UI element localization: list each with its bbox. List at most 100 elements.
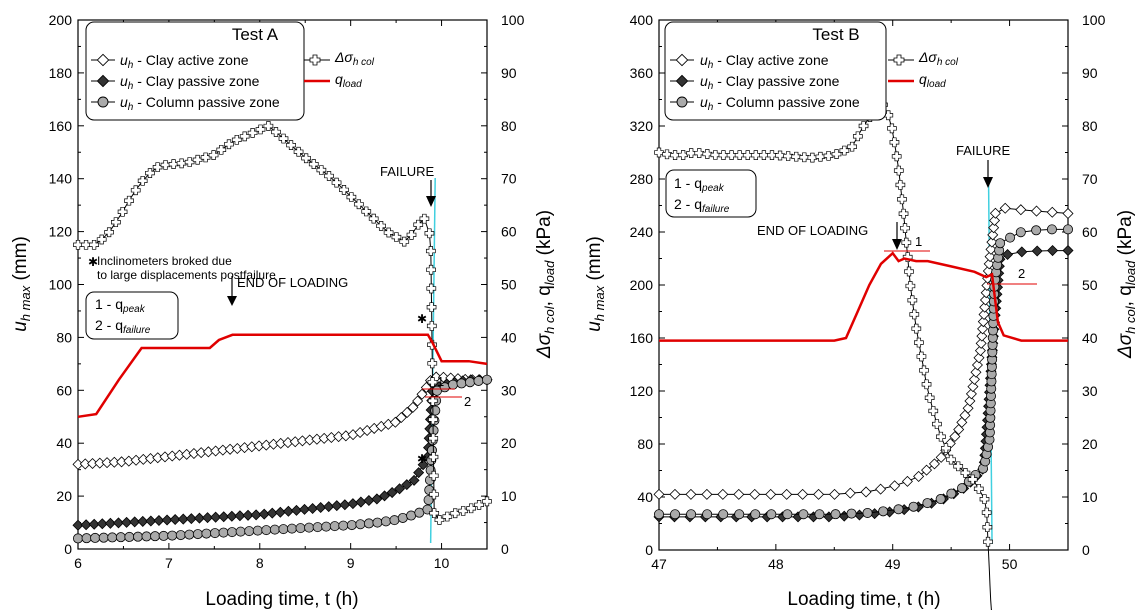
y2-tick-label: 80 xyxy=(1082,118,1098,134)
data-point-clay-passive xyxy=(161,514,173,526)
data-point-clay-passive xyxy=(226,510,238,522)
legend-label: Δσh col xyxy=(334,49,375,68)
legend-item-clay-active: uh - Clay active zone xyxy=(91,52,249,71)
data-point-clay-active xyxy=(985,243,997,255)
data-point-clay-passive xyxy=(315,502,327,514)
data-point-delta-sigma xyxy=(928,406,939,416)
data-point-delta-sigma xyxy=(726,150,737,160)
series-line-5 xyxy=(659,251,1068,342)
y-tick-label: 400 xyxy=(630,12,654,28)
data-point-clay-active xyxy=(188,447,200,460)
data-point-column-passive xyxy=(423,494,434,505)
data-point-delta-sigma xyxy=(891,151,902,162)
data-point-clay-passive xyxy=(210,511,222,523)
y-tick-label: 120 xyxy=(49,224,73,240)
data-point-clay-passive xyxy=(266,507,278,519)
data-point-delta-sigma xyxy=(902,252,913,262)
data-point-clay-active xyxy=(159,451,171,463)
data-point-clay-active xyxy=(987,229,999,241)
y-tick-label: 40 xyxy=(637,489,653,505)
data-point-clay-active xyxy=(231,442,243,454)
legend-item-clay-passive: uh - Clay passive zone xyxy=(91,73,260,92)
data-point-column-passive xyxy=(893,504,904,515)
legend-label: uh - Clay active zone xyxy=(700,52,829,71)
chart-test-a: 6 7 8 9 100204060801001201401601802000102030… xyxy=(10,12,557,610)
data-point-delta-sigma xyxy=(231,134,242,145)
data-point-clay-active xyxy=(340,430,352,442)
data-point-delta-sigma xyxy=(921,379,932,390)
x-axis-label: Loading time, t (h) xyxy=(787,589,940,610)
data-point-clay-active xyxy=(289,436,301,448)
data-point-clay-active xyxy=(983,258,995,270)
data-point-clay-active xyxy=(964,395,976,407)
data-point-delta-sigma xyxy=(406,229,417,240)
asterisk-icon: ✱ xyxy=(417,452,427,466)
data-point-clay-active xyxy=(988,222,1000,234)
data-point-delta-sigma xyxy=(466,503,477,514)
data-point-delta-sigma xyxy=(263,121,274,131)
y-tick-label: 0 xyxy=(645,542,653,558)
data-point-clay-active xyxy=(967,381,979,393)
data-point-column-passive xyxy=(1005,232,1016,243)
legend-label: Δσh col xyxy=(918,49,959,68)
data-point-column-passive xyxy=(878,506,889,517)
data-point-column-passive xyxy=(184,529,195,540)
data-point-delta-sigma xyxy=(434,515,445,525)
data-point-delta-sigma xyxy=(429,489,439,500)
data-point-column-passive xyxy=(481,374,492,385)
data-point-column-passive xyxy=(718,509,729,520)
data-point-delta-sigma xyxy=(208,150,219,160)
data-point-clay-active xyxy=(973,352,985,364)
legend-item-column-passive: uh - Column passive zone xyxy=(91,94,280,113)
data-point-delta-sigma xyxy=(368,213,379,224)
data-point-delta-sigma xyxy=(654,147,664,158)
data-point-delta-sigma xyxy=(361,206,372,217)
data-point-clay-passive xyxy=(371,493,383,505)
data-point-clay-active xyxy=(202,446,214,458)
data-point-delta-sigma xyxy=(224,139,234,150)
q-peak-label: 1 - qpeak xyxy=(674,175,725,194)
data-point-delta-sigma xyxy=(973,483,984,494)
data-point-clay-active xyxy=(282,437,294,449)
data-point-column-passive xyxy=(150,531,161,542)
y2-tick-label: 50 xyxy=(1082,277,1098,293)
data-point-clay-passive xyxy=(218,511,230,523)
data-point-clay-active xyxy=(797,488,809,500)
data-point-delta-sigma xyxy=(946,454,956,465)
legend-item-clay-passive: uh - Clay passive zone xyxy=(670,73,840,92)
data-point-clay-active xyxy=(978,308,990,320)
data-point-clay-passive xyxy=(153,514,165,526)
data-point-clay-passive xyxy=(299,503,311,515)
data-point-delta-sigma xyxy=(383,227,394,238)
data-point-column-passive xyxy=(286,523,297,534)
data-point-delta-sigma xyxy=(331,177,342,188)
data-point-column-passive xyxy=(98,532,109,543)
legend-label: qload xyxy=(335,71,362,90)
data-point-clay-active xyxy=(982,265,994,277)
data-point-clay-active xyxy=(765,488,777,500)
y2-tick-label: 100 xyxy=(1082,12,1106,28)
data-point-column-passive xyxy=(124,531,135,542)
y2-tick-label: 30 xyxy=(501,382,517,398)
data-point-column-passive xyxy=(192,529,203,540)
y2-tick-label: 70 xyxy=(501,171,517,187)
data-point-clay-active xyxy=(325,431,337,444)
q-legend-box xyxy=(85,291,179,340)
data-point-delta-sigma xyxy=(271,127,281,137)
data-point-clay-passive xyxy=(104,517,116,529)
data-point-clay-passive xyxy=(401,479,413,491)
data-point-clay-passive xyxy=(307,502,319,514)
data-point-clay-active xyxy=(1031,205,1043,217)
data-point-clay-active xyxy=(860,486,872,498)
data-point-column-passive xyxy=(734,509,745,520)
data-point-clay-passive xyxy=(853,509,865,521)
end-of-loading-label: END OF LOADING xyxy=(237,275,348,290)
y-tick-label: 320 xyxy=(630,118,654,134)
y2-tick-label: 10 xyxy=(501,488,517,504)
arrow-head xyxy=(227,296,237,306)
y2-tick-label: 90 xyxy=(501,65,517,81)
data-point-delta-sigma xyxy=(192,154,203,165)
marker-1-label: 1 xyxy=(915,234,922,249)
q-failure-label: 2 - qfailure xyxy=(674,196,730,215)
data-point-clay-passive xyxy=(88,518,100,530)
